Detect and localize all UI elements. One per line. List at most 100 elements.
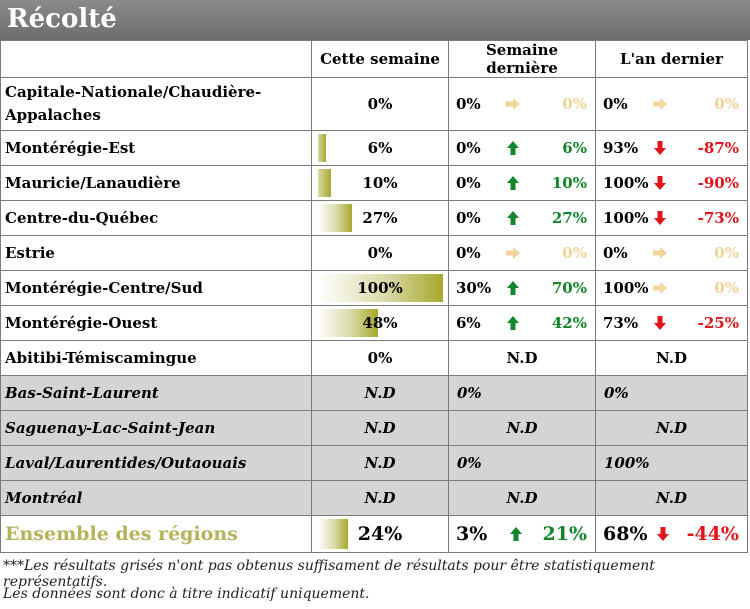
region-name: Abitibi-Témiscamingue bbox=[0, 340, 312, 376]
this-week-cell: 0% bbox=[311, 340, 449, 376]
this-week-value: N.D bbox=[311, 480, 449, 516]
last-week-cell: 0% bbox=[448, 445, 596, 481]
this-week-value: N.D bbox=[311, 375, 449, 411]
arrow-right-icon bbox=[506, 98, 520, 110]
ly-value: 100% bbox=[603, 209, 649, 227]
region-name: Capitale-Nationale/Chaudière-Appalaches bbox=[0, 77, 312, 131]
lw-diff: 0% bbox=[562, 95, 587, 113]
last-year-nd: N.D bbox=[595, 340, 748, 376]
lw-value: 0% bbox=[457, 384, 482, 402]
arrow-down-icon bbox=[654, 141, 666, 155]
last-year-cell: N.D bbox=[595, 410, 748, 446]
lw-cell: 0% 6% bbox=[448, 130, 596, 166]
ly-cell: 0% 0% bbox=[595, 235, 748, 271]
lw-diff: 21% bbox=[542, 523, 588, 545]
ly-value: 100% bbox=[603, 174, 649, 192]
ly-cell: 73% -25% bbox=[595, 305, 748, 341]
last-year-cell: 0% bbox=[595, 375, 748, 411]
ly-value: 100% bbox=[603, 279, 649, 297]
lw-value: 0% bbox=[456, 209, 481, 227]
this-week-value: 0% bbox=[367, 95, 393, 113]
this-week-cell: 6% bbox=[311, 130, 449, 166]
this-week-value: 48% bbox=[362, 314, 398, 332]
arrow-right-icon bbox=[506, 247, 520, 259]
header-last-week: Semaine dernière bbox=[448, 40, 596, 78]
arrow-up-icon bbox=[507, 316, 519, 330]
lw-value: 0% bbox=[456, 244, 481, 262]
this-week-cell: 27% bbox=[311, 200, 449, 236]
table-row: Abitibi-Témiscamingue 0% N.D N.D bbox=[0, 340, 748, 376]
last-year-cell: N.D bbox=[595, 480, 748, 516]
ly-diff: -25% bbox=[697, 314, 739, 332]
arrow-right-icon bbox=[653, 247, 667, 259]
table-row: Mauricie/Lanaudière 10% 0% 10% 100% -90% bbox=[0, 165, 748, 201]
header-this-week: Cette semaine bbox=[311, 40, 449, 78]
progress-bar bbox=[318, 169, 331, 197]
progress-bar bbox=[318, 274, 443, 302]
ly-diff: -44% bbox=[686, 523, 739, 545]
region-name: Laval/Laurentides/Outaouais bbox=[0, 445, 312, 481]
table-row-greyed: Laval/Laurentides/Outaouais N.D 0% 100% bbox=[0, 445, 748, 481]
this-week-value: 27% bbox=[362, 209, 398, 227]
region-name: Saguenay-Lac-Saint-Jean bbox=[0, 410, 312, 446]
lw-diff: 6% bbox=[562, 139, 587, 157]
ly-cell: 0% 0% bbox=[595, 77, 748, 131]
this-week-cell: 10% bbox=[311, 165, 449, 201]
region-name: Centre-du-Québec bbox=[0, 200, 312, 236]
harvest-table: Cette semaine Semaine dernière L'an dern… bbox=[0, 40, 748, 553]
progress-bar bbox=[318, 519, 348, 549]
this-week-value: 24% bbox=[357, 523, 403, 545]
arrow-right-icon bbox=[653, 98, 667, 110]
ly-diff: 0% bbox=[714, 95, 739, 113]
lw-value: 0% bbox=[456, 174, 481, 192]
ly-value: 0% bbox=[603, 244, 628, 262]
lw-diff: 0% bbox=[562, 244, 587, 262]
lw-value: 0% bbox=[456, 95, 481, 113]
this-week-cell: 24% bbox=[311, 515, 449, 553]
region-name: Montréal bbox=[0, 480, 312, 516]
lw-value: 3% bbox=[456, 523, 488, 545]
lw-value: 6% bbox=[456, 314, 481, 332]
lw-diff: 27% bbox=[551, 209, 587, 227]
footnote: ***Les résultats grisés n'ont pas obtenu… bbox=[3, 558, 655, 590]
ly-diff: -87% bbox=[697, 139, 739, 157]
ly-diff: 0% bbox=[714, 244, 739, 262]
lw-cell: 3% 21% bbox=[448, 515, 596, 553]
lw-cell: 0% 0% bbox=[448, 77, 596, 131]
this-week-value: 10% bbox=[362, 174, 398, 192]
arrow-up-icon bbox=[507, 176, 519, 190]
ly-cell: 100% -90% bbox=[595, 165, 748, 201]
ly-value: 100% bbox=[604, 454, 650, 472]
last-year-cell: 100% bbox=[595, 445, 748, 481]
table-row: Montérégie-Ouest 48% 6% 42% 73% -25% bbox=[0, 305, 748, 341]
ly-diff: 0% bbox=[714, 279, 739, 297]
this-week-value: N.D bbox=[311, 410, 449, 446]
lw-value: 0% bbox=[457, 454, 482, 472]
table-row: Montérégie-Centre/Sud 100% 30% 70% 100% 0% bbox=[0, 270, 748, 306]
lw-cell: 0% 10% bbox=[448, 165, 596, 201]
total-row: Ensemble des régions 24% 3% 21% 68% -44% bbox=[0, 515, 748, 553]
this-week-cell: 48% bbox=[311, 305, 449, 341]
ly-value: 0% bbox=[603, 95, 628, 113]
lw-cell: 30% 70% bbox=[448, 270, 596, 306]
last-week-nd: N.D bbox=[448, 340, 596, 376]
total-label: Ensemble des régions bbox=[0, 515, 312, 553]
region-name: Montérégie-Est bbox=[0, 130, 312, 166]
this-week-value: 0% bbox=[367, 244, 393, 262]
progress-bar bbox=[318, 134, 326, 162]
section-title: Récolté bbox=[7, 4, 117, 34]
region-name: Montérégie-Centre/Sud bbox=[0, 270, 312, 306]
arrow-up-icon bbox=[507, 211, 519, 225]
lw-diff: 70% bbox=[551, 279, 587, 297]
region-name: Mauricie/Lanaudière bbox=[0, 165, 312, 201]
table-row-greyed: Montréal N.D N.D N.D bbox=[0, 480, 748, 516]
arrow-up-icon bbox=[507, 281, 519, 295]
ly-cell: 100% 0% bbox=[595, 270, 748, 306]
arrow-down-icon bbox=[654, 176, 666, 190]
arrow-up-icon bbox=[507, 141, 519, 155]
lw-cell: 0% 0% bbox=[448, 235, 596, 271]
this-week-cell: 100% bbox=[311, 270, 449, 306]
arrow-down-icon bbox=[654, 211, 666, 225]
lw-value: 0% bbox=[456, 139, 481, 157]
header-row: Cette semaine Semaine dernière L'an dern… bbox=[0, 40, 748, 78]
